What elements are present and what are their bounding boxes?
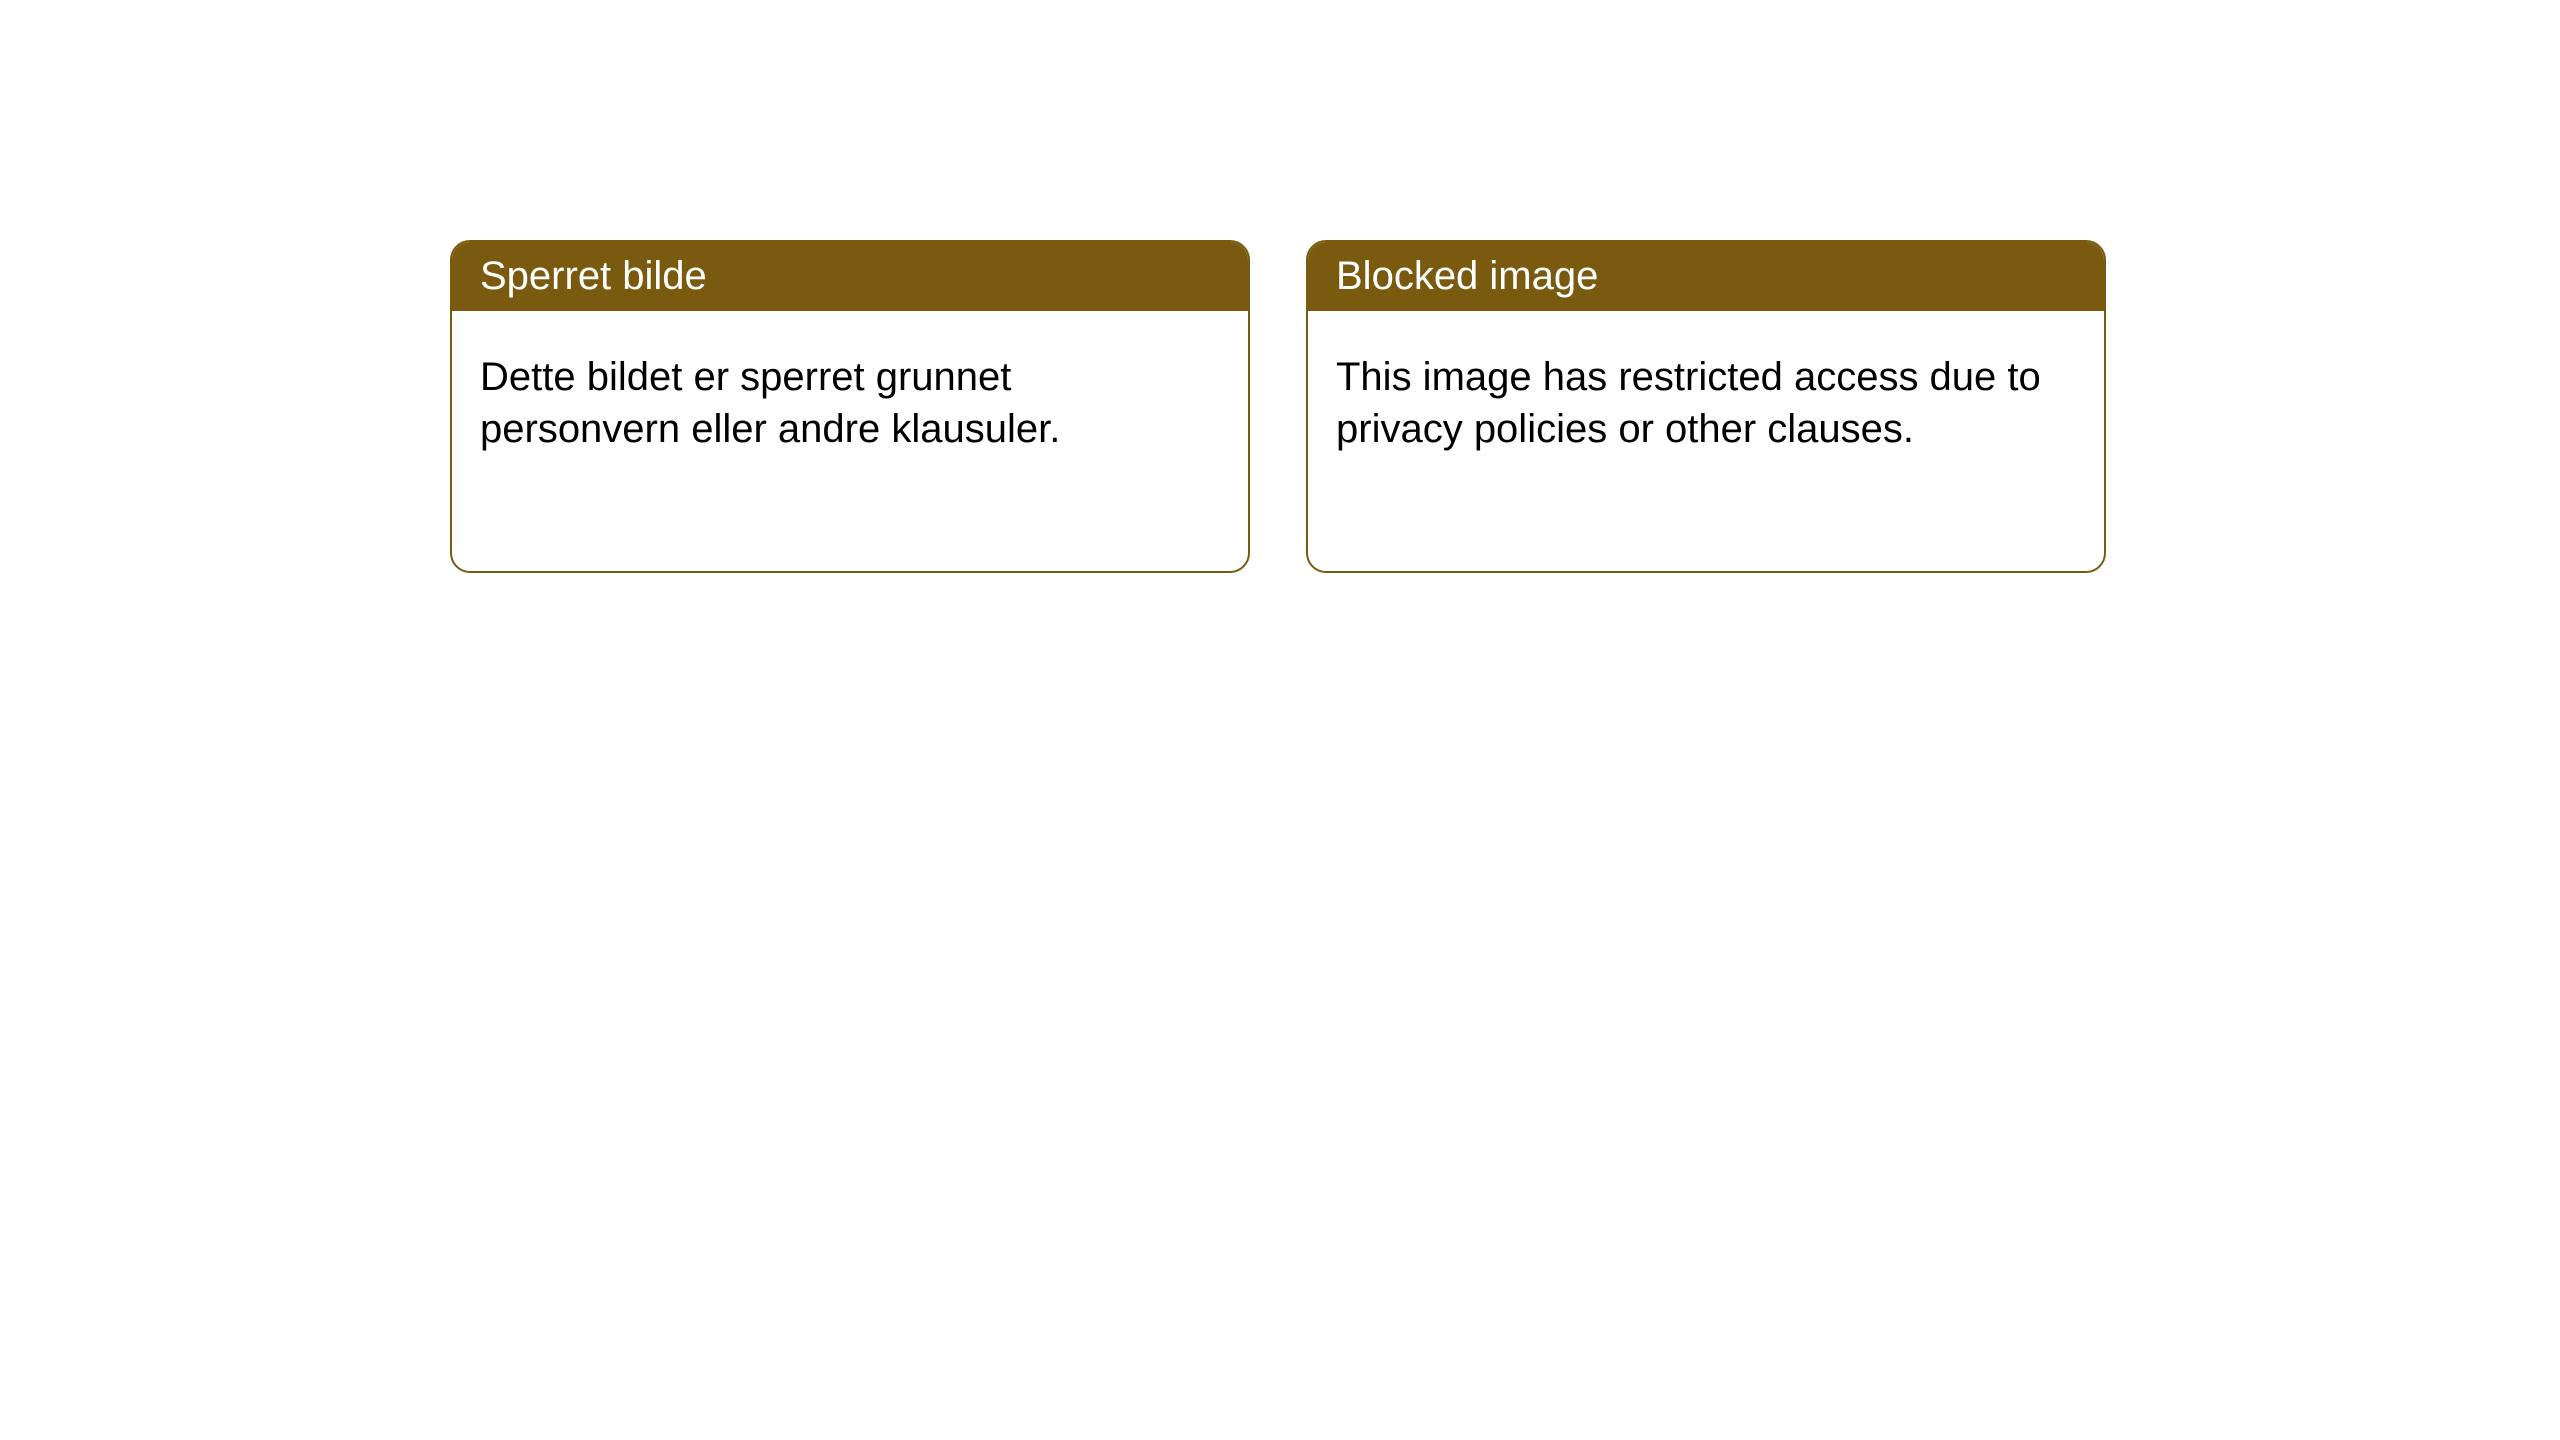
card-header: Blocked image	[1308, 242, 2104, 311]
notice-card-english: Blocked image This image has restricted …	[1306, 240, 2106, 573]
card-title: Sperret bilde	[480, 254, 707, 298]
card-title: Blocked image	[1336, 254, 1598, 298]
notice-card-norwegian: Sperret bilde Dette bildet er sperret gr…	[450, 240, 1250, 573]
card-body-text: Dette bildet er sperret grunnet personve…	[480, 355, 1060, 451]
card-body: Dette bildet er sperret grunnet personve…	[452, 311, 1248, 495]
card-body-text: This image has restricted access due to …	[1336, 355, 2041, 451]
notice-container: Sperret bilde Dette bildet er sperret gr…	[450, 240, 2106, 573]
card-header: Sperret bilde	[452, 242, 1248, 311]
card-body: This image has restricted access due to …	[1308, 311, 2104, 495]
